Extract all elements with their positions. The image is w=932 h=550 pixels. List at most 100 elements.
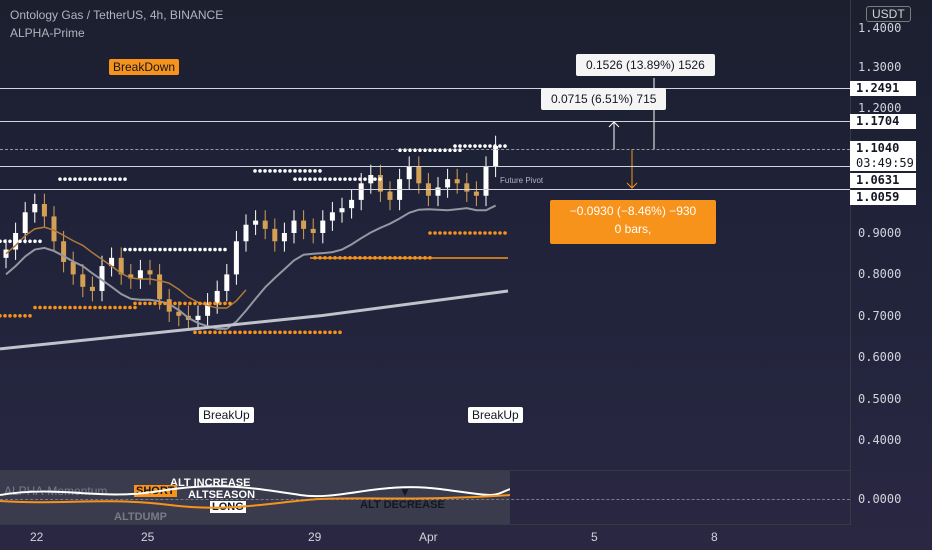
level-line-5[interactable] [0, 189, 850, 190]
pivot-dot [168, 247, 172, 252]
price-label-0900: 0.9000 [858, 226, 902, 240]
pivot-dot [173, 247, 177, 252]
symbol-title[interactable]: Ontology Gas / TetherUS, 4h, BINANCE [10, 8, 224, 22]
measure-up-arrowhead [608, 121, 620, 128]
oscillator-pane[interactable]: ALPHA-Momentum ALT INCREASE ALTSEASON SH… [0, 470, 850, 525]
pivot-dot [428, 231, 432, 235]
pivot-dot [298, 169, 302, 173]
future-pivot-label: Future Pivot [500, 176, 544, 185]
measure-down-arrowhead [626, 182, 638, 189]
pivot-dot [478, 144, 482, 148]
measure-up-small: 0.0715 (6.51%) 715 [541, 88, 667, 110]
candle-body [224, 274, 230, 291]
time-axis[interactable] [0, 524, 850, 550]
pivot-dot [203, 330, 207, 335]
level-line-4[interactable] [0, 166, 850, 167]
candle-body [493, 146, 499, 167]
pivot-dot [453, 231, 457, 235]
level-box-5: 1.0059 [850, 190, 916, 205]
pivot-dot [493, 144, 497, 148]
pivot-dot [333, 330, 337, 335]
pivot-dot [448, 231, 452, 235]
time-label-3: Apr [419, 530, 438, 544]
pivot-dot [473, 144, 477, 148]
currency-button[interactable]: USDT [866, 6, 911, 22]
measure-down-line2: 0 bars, [614, 222, 652, 236]
pivot-dot [298, 177, 302, 181]
pivot-dot [318, 177, 322, 181]
slow-moving-average-line [0, 289, 509, 351]
price-label-0500: 0.5000 [858, 392, 902, 406]
pivot-dot [353, 177, 357, 181]
level-line-1[interactable] [0, 88, 850, 89]
pivot-dot [63, 305, 67, 310]
pivot-dot [123, 305, 127, 310]
pivot-dot [273, 330, 277, 335]
candle-body [99, 266, 105, 291]
pivot-dot [113, 177, 117, 181]
pivot-dot [18, 239, 22, 244]
pivot-dot [233, 330, 237, 335]
pivot-dot [183, 301, 187, 306]
pivot-dot [158, 247, 162, 252]
indicator-name[interactable]: ALPHA-Prime [10, 26, 85, 40]
pivot-dot [183, 247, 187, 252]
pivot-dot [348, 177, 352, 181]
pivot-dot [478, 231, 482, 235]
pivot-dot [338, 177, 342, 181]
candle-body [205, 303, 211, 316]
pivot-dot [148, 247, 152, 252]
candle-body [32, 204, 38, 213]
trend-line [5, 226, 247, 309]
measure-down-box: −0.0930 (−8.46%) −930 0 bars, [550, 200, 716, 244]
pivot-dot [23, 239, 27, 244]
pivot-dot [28, 314, 32, 318]
candle-body [320, 220, 326, 233]
candle-body [464, 183, 470, 192]
pivot-dot [3, 239, 7, 244]
pivot-dot [433, 231, 437, 235]
pivot-dot [223, 247, 227, 252]
pivot-dot [488, 231, 492, 235]
pivot-dot [178, 247, 182, 252]
pivot-dot [28, 239, 32, 244]
pivot-dot [33, 305, 37, 310]
pivot-dot [473, 231, 477, 235]
price-scale[interactable] [850, 0, 932, 525]
pivot-dot [198, 301, 202, 306]
price-chart[interactable] [0, 0, 850, 525]
measure-up-large: 0.1526 (13.89%) 1526 [576, 54, 715, 76]
pivot-dot [218, 330, 222, 335]
candle-body [147, 270, 153, 275]
pivot-dot [153, 247, 157, 252]
pivot-dot [18, 314, 22, 318]
pivot-dot [138, 301, 142, 306]
pivot-dot [153, 301, 157, 306]
pivot-dot [0, 239, 2, 244]
osc-label-altdump: ALTDUMP [114, 511, 167, 523]
pivot-dot [208, 301, 212, 306]
candle-body [473, 191, 479, 196]
pivot-dot [13, 314, 17, 318]
pivot-dot [288, 169, 292, 173]
measure-down-line1: −0.0930 (−8.46%) −930 [569, 204, 697, 218]
pivot-dot [148, 301, 152, 306]
pivot-dot [88, 305, 92, 310]
price-label-0600: 0.6000 [858, 350, 902, 364]
pivot-dot [453, 144, 457, 148]
pivot-dot [103, 305, 107, 310]
pivot-dot [98, 305, 102, 310]
signal-marker-icon: ▼ [399, 485, 411, 499]
candle-body [70, 261, 76, 275]
pivot-dot [338, 330, 342, 335]
time-label-4: 5 [591, 530, 598, 544]
pivot-dot [293, 330, 297, 335]
pivot-dot [188, 301, 192, 306]
level-line-2[interactable] [0, 121, 850, 122]
pivot-dot [308, 169, 312, 173]
oscillator-wave [0, 485, 510, 509]
time-label-2: 29 [308, 530, 322, 544]
candles-group [3, 135, 499, 331]
pivot-dot [128, 305, 132, 310]
